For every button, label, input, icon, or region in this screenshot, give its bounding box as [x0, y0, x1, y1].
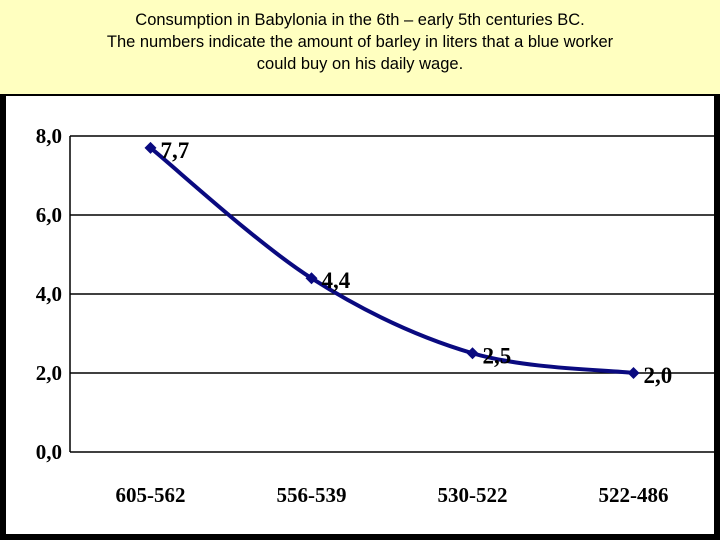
x-tick-label-0: 605-562: [116, 483, 186, 507]
y-tick-label-3: 6,0: [36, 203, 62, 227]
x-tick-label-3: 522-486: [599, 483, 669, 507]
title-line-3: could buy on his daily wage.: [256, 55, 464, 73]
data-label-2: 2,5: [483, 343, 512, 368]
title-line-2: The numbers indicate the amount of barle…: [106, 33, 614, 51]
data-point-3: [627, 367, 640, 379]
line-chart: 0,0 2,0 4,0 6,0 8,0 605-562 556-539 530-522 522-…: [36, 124, 714, 507]
series-line: [149, 146, 634, 375]
data-point-2: [466, 347, 479, 360]
y-tick-label-4: 8,0: [36, 124, 62, 148]
title-line-1: Consumption in Babylonia in the 6th – ea…: [135, 11, 585, 29]
x-tick-label-1: 556-539: [277, 483, 347, 507]
data-point-0: [144, 141, 157, 154]
y-tick-label-2: 4,0: [36, 282, 62, 306]
y-tick-label-1: 2,0: [36, 361, 62, 385]
chart-area: 0,0 2,0 4,0 6,0 8,0 605-562 556-539 530-522 522-…: [6, 96, 714, 534]
data-label-1: 4,4: [322, 268, 351, 293]
data-label-0: 7,7: [161, 138, 190, 163]
chart-title: Consumption in Babylonia in the 6th – ea…: [0, 0, 720, 94]
y-tick-label-0: 0,0: [36, 440, 62, 464]
data-point-1: [305, 272, 318, 285]
x-tick-label-2: 530-522: [438, 483, 508, 507]
data-label-3: 2,0: [644, 363, 673, 388]
